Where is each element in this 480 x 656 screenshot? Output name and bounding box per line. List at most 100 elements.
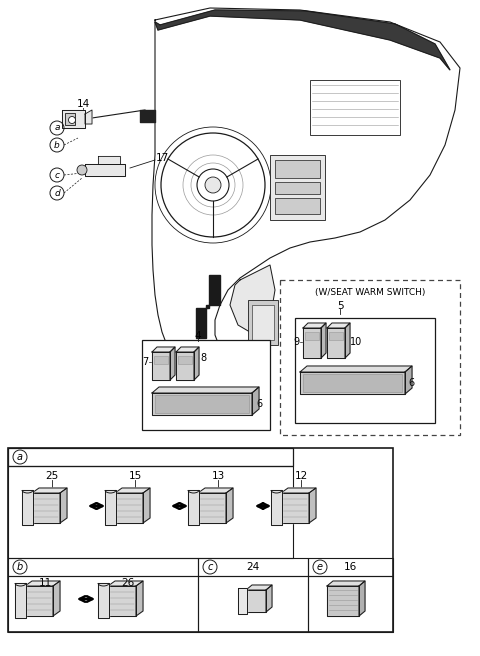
- Bar: [275, 182, 320, 194]
- Polygon shape: [281, 488, 316, 493]
- Polygon shape: [152, 347, 175, 352]
- Polygon shape: [98, 156, 120, 164]
- Circle shape: [13, 560, 27, 574]
- Text: 8: 8: [200, 353, 206, 363]
- Bar: [275, 198, 320, 214]
- Bar: [8, 448, 393, 632]
- Bar: [275, 160, 320, 178]
- Polygon shape: [32, 488, 67, 493]
- Polygon shape: [136, 581, 143, 616]
- Text: 16: 16: [343, 562, 357, 572]
- Bar: [303, 374, 402, 392]
- Polygon shape: [303, 328, 321, 358]
- Text: a: a: [17, 452, 23, 462]
- Polygon shape: [246, 590, 266, 612]
- Bar: [270, 155, 325, 220]
- Bar: [248, 300, 278, 345]
- Polygon shape: [327, 581, 365, 586]
- Text: 6: 6: [256, 399, 262, 409]
- Text: 5: 5: [336, 301, 343, 311]
- Circle shape: [203, 560, 217, 574]
- Text: c: c: [55, 171, 60, 180]
- Text: (W/SEAT WARM SWITCH): (W/SEAT WARM SWITCH): [315, 287, 425, 297]
- Polygon shape: [152, 387, 259, 393]
- Polygon shape: [198, 493, 226, 523]
- Polygon shape: [230, 265, 275, 335]
- Text: 6: 6: [408, 378, 414, 388]
- Polygon shape: [327, 323, 350, 328]
- Bar: [308, 558, 393, 576]
- Polygon shape: [32, 493, 60, 523]
- Text: a: a: [54, 123, 60, 133]
- Bar: [198, 576, 308, 632]
- Bar: [8, 466, 293, 558]
- Polygon shape: [152, 393, 252, 415]
- Polygon shape: [108, 586, 136, 616]
- Text: b: b: [54, 140, 60, 150]
- Bar: [305, 332, 319, 340]
- Polygon shape: [85, 164, 125, 176]
- Polygon shape: [252, 387, 259, 415]
- Bar: [142, 340, 270, 430]
- Circle shape: [313, 560, 327, 574]
- Polygon shape: [176, 352, 194, 380]
- Circle shape: [50, 121, 64, 135]
- Text: c: c: [207, 562, 213, 572]
- Polygon shape: [60, 488, 67, 523]
- Polygon shape: [194, 347, 199, 380]
- Polygon shape: [327, 586, 359, 616]
- Polygon shape: [105, 490, 116, 525]
- Polygon shape: [98, 583, 109, 618]
- Bar: [8, 576, 198, 632]
- Polygon shape: [281, 493, 309, 523]
- Polygon shape: [155, 10, 450, 70]
- Text: 12: 12: [294, 471, 308, 481]
- Bar: [310, 80, 400, 135]
- Circle shape: [69, 117, 75, 123]
- Text: 13: 13: [211, 471, 225, 481]
- Bar: [308, 576, 393, 632]
- Bar: [280, 280, 460, 435]
- Bar: [295, 318, 435, 423]
- Polygon shape: [15, 583, 26, 618]
- Bar: [155, 395, 249, 413]
- Text: e: e: [317, 562, 323, 572]
- Polygon shape: [152, 352, 170, 380]
- Polygon shape: [176, 347, 199, 352]
- Polygon shape: [108, 581, 143, 586]
- Polygon shape: [300, 372, 405, 394]
- Bar: [8, 448, 293, 466]
- Bar: [8, 558, 198, 576]
- Polygon shape: [300, 366, 412, 372]
- Circle shape: [50, 138, 64, 152]
- Polygon shape: [266, 585, 272, 612]
- Polygon shape: [170, 347, 175, 380]
- Circle shape: [50, 168, 64, 182]
- Bar: [252, 305, 274, 340]
- Polygon shape: [25, 581, 60, 586]
- Text: b: b: [17, 562, 23, 572]
- Text: d: d: [54, 188, 60, 197]
- Text: 10: 10: [350, 337, 362, 347]
- Text: 15: 15: [128, 471, 142, 481]
- Polygon shape: [53, 581, 60, 616]
- Circle shape: [13, 450, 27, 464]
- Polygon shape: [327, 328, 345, 358]
- Polygon shape: [143, 488, 150, 523]
- Polygon shape: [85, 110, 92, 124]
- Polygon shape: [359, 581, 365, 616]
- Text: 26: 26: [121, 578, 134, 588]
- Polygon shape: [62, 110, 85, 128]
- Text: 11: 11: [38, 578, 52, 588]
- Text: 4: 4: [195, 331, 201, 341]
- Polygon shape: [309, 488, 316, 523]
- Polygon shape: [238, 588, 247, 614]
- Polygon shape: [246, 585, 272, 590]
- Text: 24: 24: [246, 562, 260, 572]
- Bar: [198, 558, 308, 576]
- Bar: [154, 356, 168, 364]
- Polygon shape: [345, 323, 350, 358]
- Polygon shape: [115, 488, 150, 493]
- Text: 17: 17: [156, 153, 168, 163]
- Circle shape: [50, 186, 64, 200]
